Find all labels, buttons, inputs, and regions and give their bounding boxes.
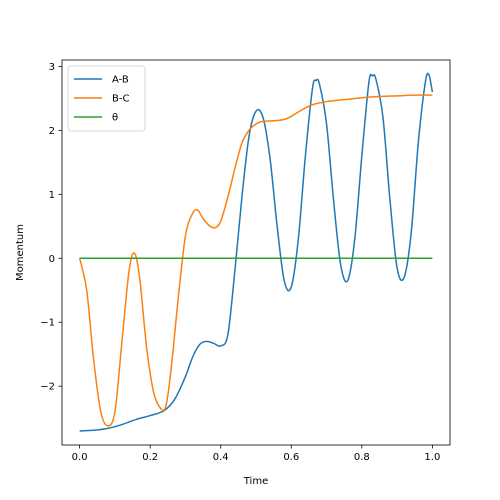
y-tick-label: 2 — [49, 126, 55, 137]
legend-label: B-C — [112, 94, 129, 105]
legend-label: θ — [112, 113, 118, 124]
x-tick-label: 1.0 — [424, 452, 440, 463]
legend: A-B B-C θ — [67, 65, 146, 132]
x-tick-label: 0.4 — [213, 452, 229, 463]
y-tick-label: −1 — [40, 318, 55, 329]
y-tick-label: −2 — [40, 382, 55, 393]
axes-frame — [61, 59, 451, 446]
y-axis-ticks: −2 −1 0 1 2 3 — [40, 62, 62, 393]
x-tick-label: 0.0 — [72, 452, 88, 463]
y-tick-label: 0 — [49, 254, 55, 265]
series-line-1 — [78, 94, 433, 427]
y-axis-label: Momentum — [15, 224, 26, 281]
plot-area — [61, 59, 451, 446]
x-tick-label: 0.8 — [354, 452, 370, 463]
y-tick-label: 1 — [49, 190, 55, 201]
x-axis-ticks: 0.0 0.2 0.4 0.6 0.8 1.0 — [72, 445, 440, 463]
x-tick-label: 0.6 — [283, 452, 299, 463]
x-axis-label: Time — [243, 476, 268, 487]
x-tick-label: 0.2 — [142, 452, 158, 463]
legend-label: A-B — [112, 75, 129, 86]
series-line-0 — [79, 72, 434, 432]
y-tick-label: 3 — [49, 62, 55, 73]
legend-box — [67, 65, 146, 132]
